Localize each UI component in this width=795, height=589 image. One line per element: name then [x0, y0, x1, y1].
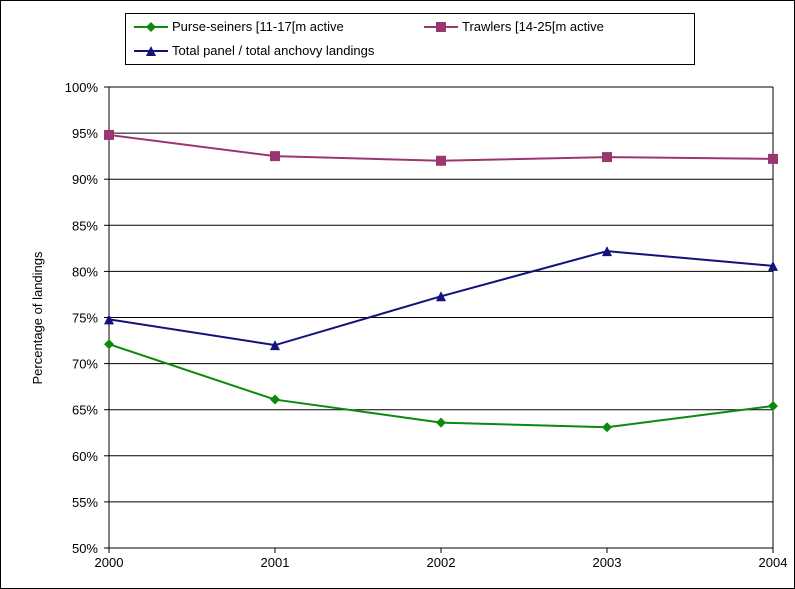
data-point-square: [270, 151, 280, 162]
y-tick-label: 100%: [65, 80, 99, 95]
series-group: [104, 129, 778, 433]
data-point-square: [768, 153, 778, 164]
y-tick-label: 95%: [72, 126, 98, 141]
series-3: [104, 246, 778, 351]
x-tick-label: 2000: [95, 555, 124, 570]
x-tick-label: 2003: [593, 555, 622, 570]
x-tick-label: 2002: [427, 555, 456, 570]
legend-marker-triangle-icon: [134, 45, 168, 56]
y-tick-label: 85%: [72, 218, 98, 233]
data-point-triangle: [436, 291, 446, 302]
data-point-square: [436, 155, 446, 166]
y-tick-label: 70%: [72, 357, 98, 372]
legend-marker-square-icon: [424, 21, 458, 32]
series-2: [104, 129, 778, 166]
data-point-triangle: [270, 340, 280, 351]
legend-item-total-panel: Total panel / total anchovy landings: [134, 43, 374, 58]
legend-marker-diamond-icon: [134, 21, 168, 32]
y-tick-label: 75%: [72, 311, 98, 326]
legend: Purse-seiners [11-17[m active Trawlers […: [125, 13, 695, 65]
y-tick-label: 80%: [72, 264, 98, 279]
data-point-square: [104, 129, 114, 140]
data-point-triangle: [768, 260, 778, 271]
series-1: [104, 339, 778, 433]
grid-lines: [109, 86, 773, 503]
data-point-diamond: [436, 417, 446, 428]
data-point-diamond: [270, 394, 280, 405]
x-tick-label: 2004: [759, 555, 788, 570]
x-axis-ticks: 2000 2001 2002 2003 2004: [95, 555, 788, 570]
data-point-diamond: [768, 401, 778, 412]
data-point-triangle: [104, 314, 114, 325]
y-tick-label: 60%: [72, 449, 98, 464]
legend-label: Total panel / total anchovy landings: [172, 43, 375, 58]
data-point-square: [602, 152, 612, 163]
y-axis-label: Percentage of landings: [30, 251, 45, 384]
legend-item-trawlers: Trawlers [14-25[m active: [424, 19, 604, 34]
legend-label: Purse-seiners [11-17[m active: [172, 19, 344, 34]
y-tick-label: 90%: [72, 172, 98, 187]
data-point-diamond: [602, 422, 612, 433]
legend-label: Trawlers [14-25[m active: [462, 19, 604, 34]
x-tick-label: 2001: [261, 555, 290, 570]
legend-item-purse-seiners: Purse-seiners [11-17[m active: [134, 19, 344, 34]
series-line: [108, 343, 774, 429]
data-point-triangle: [602, 246, 612, 257]
y-axis-ticks: 50% 55% 60% 65% 70% 75% 80% 85% 90% 95% 100%: [65, 80, 99, 556]
y-tick-label: 65%: [72, 403, 98, 418]
y-tick-label: 50%: [72, 541, 98, 556]
data-point-diamond: [104, 339, 114, 350]
y-tick-label: 55%: [72, 495, 98, 510]
